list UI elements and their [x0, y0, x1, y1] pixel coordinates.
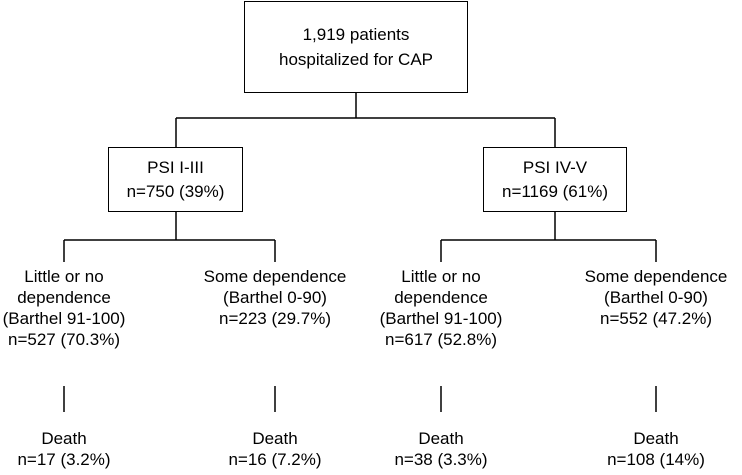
psi-4-5-count: n=1169 (61%): [501, 181, 608, 201]
death-1: Death n=17 (3.2%): [17, 429, 111, 469]
death-3: Death n=38 (3.3%): [394, 429, 488, 469]
psi-4-5-some-dependence: Some dependence (Barthel 0-90) n=552 (47…: [584, 267, 728, 328]
psi-4-5-little-dependence: Little or no dependence (Barthel 91-100)…: [379, 267, 503, 349]
psi-1-3-little-dependence: Little or no dependence (Barthel 91-100)…: [2, 267, 126, 349]
psi-1-3-box: PSI I-III n=750 (39%): [108, 147, 243, 212]
root-line2: hospitalized for CAP: [278, 50, 434, 69]
psi-1-3-some-dependence: Some dependence (Barthel 0-90) n=223 (29…: [203, 267, 347, 328]
psi-1-3-count: n=750 (39%): [126, 181, 225, 201]
root-line1: 1,919 patients: [302, 25, 410, 44]
death-2: Death n=16 (7.2%): [228, 429, 322, 469]
psi-4-5-box: PSI IV-V n=1169 (61%): [483, 147, 627, 212]
psi-1-3-name: PSI I-III: [147, 157, 204, 177]
root-box: 1,919 patients hospitalized for CAP: [244, 1, 468, 93]
death-4: Death n=108 (14%): [607, 429, 705, 469]
psi-4-5-name: PSI IV-V: [522, 157, 588, 177]
